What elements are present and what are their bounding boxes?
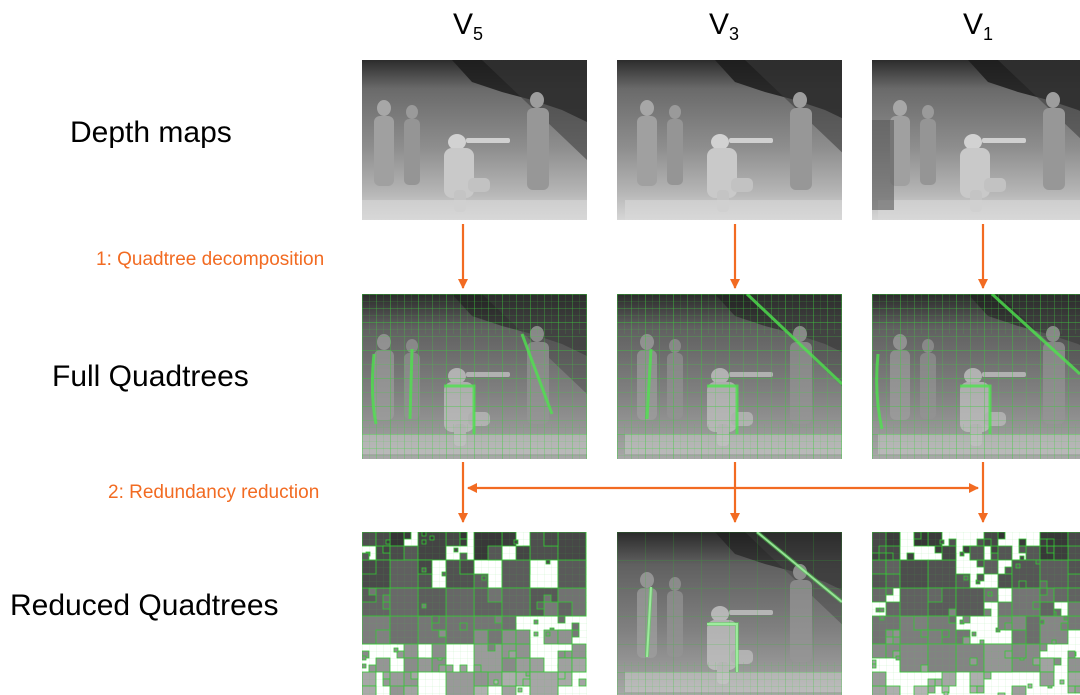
- row-label-reduced-quadtrees: Reduced Quadtrees: [10, 589, 279, 622]
- depth-map-v5: [362, 60, 587, 220]
- column-header-v3: V3: [664, 8, 784, 45]
- column-header-v5: V5: [408, 8, 528, 45]
- column-header-v1: V1: [918, 8, 1038, 45]
- reduced-quadtree-v3: [617, 532, 842, 695]
- depth-map-v3: [617, 60, 842, 220]
- column-header-v1-base: V: [962, 8, 983, 41]
- step-label-quadtree-decomposition: 1: Quadtree decomposition: [96, 249, 325, 270]
- column-header-v3-sub: 3: [729, 24, 740, 44]
- column-header-v5-base: V: [452, 8, 473, 41]
- full-quadtree-v1: [872, 294, 1080, 459]
- column-header-v5-sub: 5: [473, 24, 484, 44]
- column-header-v1-sub: 1: [983, 24, 994, 44]
- depth-map-v1: [872, 60, 1080, 220]
- column-header-v3-base: V: [708, 8, 729, 41]
- full-quadtree-v5: [362, 294, 587, 459]
- row-label-full-quadtrees: Full Quadtrees: [52, 360, 249, 393]
- step-label-redundancy-reduction: 2: Redundancy reduction: [108, 482, 320, 503]
- reduced-quadtree-v1: [872, 532, 1080, 695]
- reduced-quadtree-v5: [362, 532, 587, 695]
- full-quadtree-v3: [617, 294, 842, 459]
- row-label-depth-maps: Depth maps: [70, 116, 232, 149]
